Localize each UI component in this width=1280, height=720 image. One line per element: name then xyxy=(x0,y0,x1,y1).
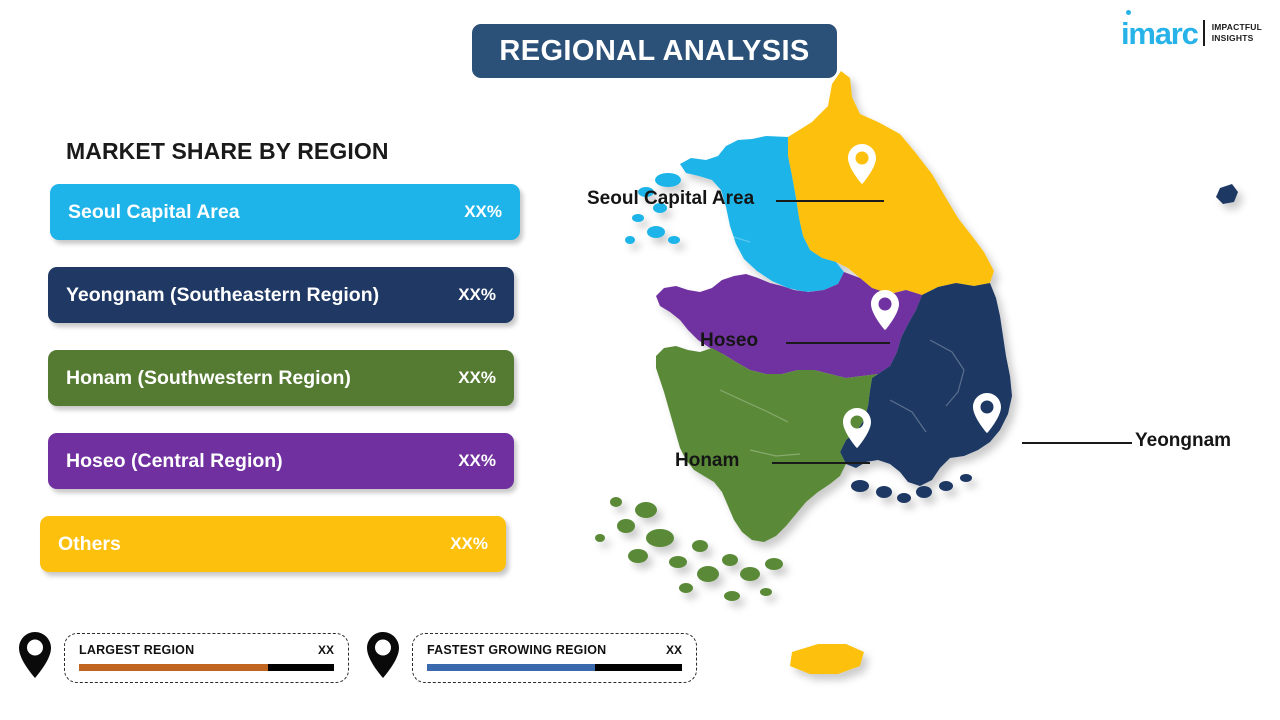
fastest-growing-region-title: FASTEST GROWING REGION xyxy=(427,642,607,657)
map-region-seoul-capital-area[interactable] xyxy=(680,136,844,292)
map-region-hoseo[interactable] xyxy=(656,272,922,378)
map-pin-icon-hoseo[interactable] xyxy=(871,290,899,330)
fastest-growing-region-box: FASTEST GROWING REGION XX xyxy=(412,632,697,683)
fastest-growing-region-row: FASTEST GROWING REGION XX xyxy=(427,643,682,657)
leader-line-seoul-capital-area xyxy=(776,200,884,202)
map-pin-icon xyxy=(18,631,52,684)
region-value: XX% xyxy=(458,451,496,470)
largest-region-title: LARGEST REGION xyxy=(79,642,195,657)
largest-region-badge: LARGEST REGION XX xyxy=(18,631,349,684)
south-korea-regional-map: Seoul Capital Area Hoseo Honam Yeongnam xyxy=(560,40,1280,720)
region-label: Yeongnam (Southeastern Region) xyxy=(66,283,380,306)
region-value: XX% xyxy=(458,368,496,387)
largest-region-row: LARGEST REGION XX xyxy=(79,643,334,657)
map-island-jeju xyxy=(790,644,864,674)
logo-tagline-line1: IMPACTFUL xyxy=(1211,21,1262,32)
map-islands-honam xyxy=(595,497,783,601)
market-share-heading: MARKET SHARE BY REGION xyxy=(66,138,389,164)
map-svg xyxy=(595,71,1238,674)
logo-tagline-line2: INSIGHTS xyxy=(1211,33,1254,43)
fastest-growing-region-badge: FASTEST GROWING REGION XX xyxy=(366,631,697,684)
map-region-yeongnam[interactable] xyxy=(840,283,1012,486)
region-label: Seoul Capital Area xyxy=(68,200,240,223)
map-regions xyxy=(595,71,1238,674)
page-title-banner: REGIONAL ANALYSIS xyxy=(472,24,837,78)
page-title: REGIONAL ANALYSIS xyxy=(499,34,810,67)
region-bar[interactable]: Others XX% xyxy=(40,516,506,572)
map-pin-icon-honam[interactable] xyxy=(843,408,871,448)
region-bar[interactable]: Seoul Capital Area XX% xyxy=(50,184,520,240)
map-label-yeongnam: Yeongnam xyxy=(1135,430,1232,451)
largest-region-value: XX xyxy=(317,642,334,657)
region-label: Honam (Southwestern Region) xyxy=(66,366,351,389)
logo-dot-icon xyxy=(1125,9,1131,15)
region-bar[interactable]: Honam (Southwestern Region) XX% xyxy=(48,350,514,406)
map-pin-icon xyxy=(366,631,400,684)
map-label-honam: Honam xyxy=(675,450,740,471)
map-region-others[interactable] xyxy=(788,71,994,295)
map-islands-seoul xyxy=(625,173,681,244)
map-island-ulleungdo xyxy=(1216,184,1238,204)
leader-line-hoseo xyxy=(786,342,890,344)
fastest-growing-region-value: XX xyxy=(665,642,682,657)
fastest-growing-region-progress-track xyxy=(427,663,682,671)
logo-wordmark: imarc xyxy=(1120,9,1199,51)
largest-region-progress-track xyxy=(79,663,334,671)
map-label-seoul-capital-area: Seoul Capital Area xyxy=(587,188,755,209)
region-value: XX% xyxy=(464,202,502,221)
map-pins xyxy=(843,144,1001,448)
region-label: Others xyxy=(58,532,121,555)
largest-region-progress-fill xyxy=(79,663,268,671)
region-bar[interactable]: Hoseo (Central Region) XX% xyxy=(48,433,514,489)
map-islands-yeongnam xyxy=(851,474,972,503)
leader-line-honam xyxy=(772,462,870,464)
map-region-honam[interactable] xyxy=(656,346,878,542)
map-pin-icon-seoul-capital-area[interactable] xyxy=(848,144,876,184)
logo-wordmark-text: imarc xyxy=(1120,15,1199,51)
map-pin-icon-yeongnam[interactable] xyxy=(973,393,1001,433)
region-value: XX% xyxy=(458,285,496,304)
imarc-logo: imarc IMPACTFUL INSIGHTS xyxy=(1120,9,1262,52)
largest-region-box: LARGEST REGION XX xyxy=(64,632,349,683)
region-bar[interactable]: Yeongnam (Southeastern Region) XX% xyxy=(48,267,514,323)
logo-divider xyxy=(1202,20,1205,46)
region-label: Hoseo (Central Region) xyxy=(66,449,283,472)
leader-line-yeongnam xyxy=(1022,442,1132,444)
region-value: XX% xyxy=(450,534,488,553)
region-share-list: Seoul Capital Area XX% Yeongnam (Southeast… xyxy=(0,184,560,599)
map-label-hoseo: Hoseo xyxy=(700,330,759,351)
map-internal-borders xyxy=(711,221,965,457)
logo-tagline: IMPACTFUL INSIGHTS xyxy=(1212,22,1262,45)
fastest-growing-region-progress-fill xyxy=(427,663,596,671)
